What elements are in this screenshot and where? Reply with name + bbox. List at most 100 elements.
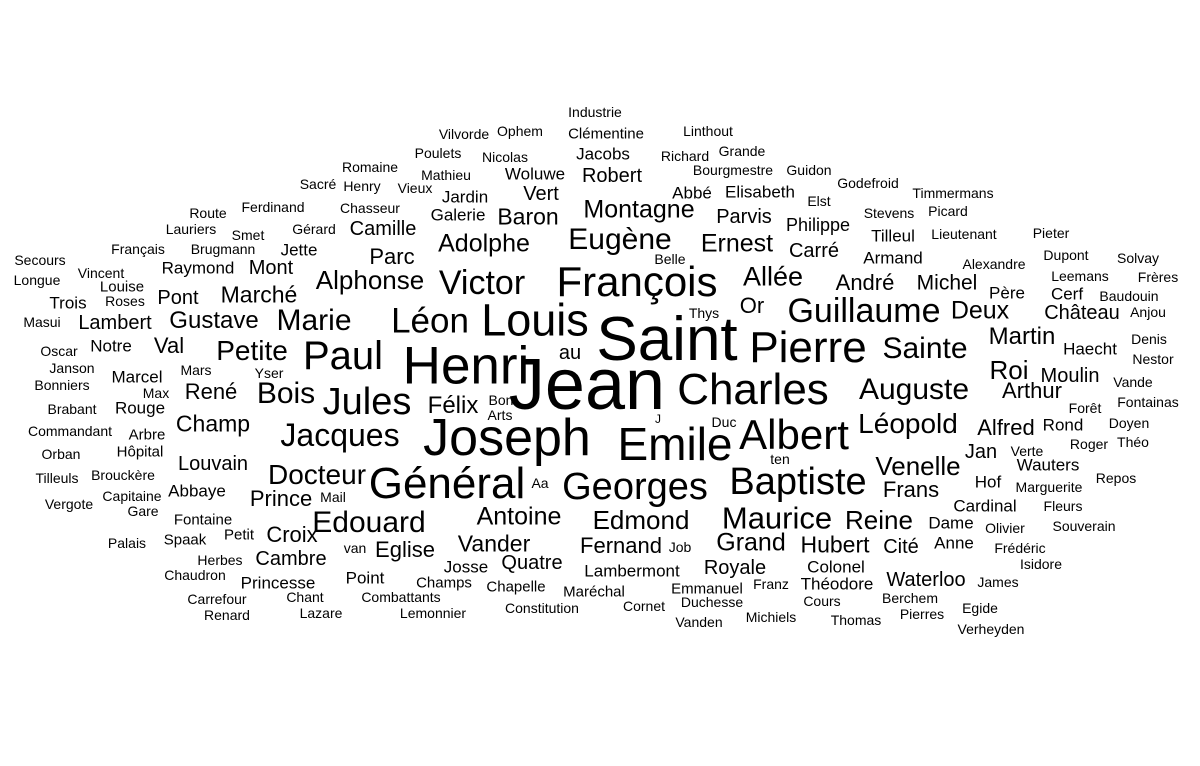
word-cloud-word: Victor [438,264,526,302]
word-cloud-word: Camille [349,218,417,240]
word-cloud-word: Pierre [749,323,867,372]
word-cloud-word: Timmermans [912,185,994,201]
word-cloud-word: Baudouin [1099,288,1159,304]
word-cloud-word: Nicolas [482,149,528,165]
word-cloud-word: Alexandre [962,256,1026,272]
word-cloud-word: Prince [249,486,313,511]
word-cloud-word: Jacobs [576,144,630,164]
word-cloud-word: Verheyden [957,621,1025,637]
word-cloud-word: Sacré [299,176,337,192]
word-cloud-word: Cerf [1050,284,1084,304]
word-cloud-word: Notre [90,336,132,356]
word-cloud-word: Parc [369,244,415,269]
word-cloud-word: Adolphe [438,229,530,258]
word-cloud-word: Frédéric [994,540,1046,556]
word-cloud-word: Général [368,459,526,508]
word-cloud-word: Français [111,241,165,257]
word-cloud-word: Mars [180,362,212,378]
word-cloud-word: Linthout [683,123,733,139]
word-cloud-word: t [655,392,659,403]
word-cloud-word: Anne [934,533,974,553]
word-cloud-word: Forêt [1068,400,1102,416]
word-cloud-word: Mail [320,489,346,505]
word-cloud-word: Grande [718,143,766,159]
word-cloud-word: Richard [660,148,710,164]
word-cloud-word: Denis [1131,331,1167,347]
word-cloud-word: Arts [487,407,513,423]
word-cloud-word: Quatre [501,552,563,574]
word-cloud-word: Leemans [1051,268,1109,284]
word-cloud-word: Trois [49,293,87,313]
word-cloud-word: Smet [231,227,265,243]
word-cloud-word: Alphonse [315,265,425,295]
word-cloud-word: Carré [788,240,840,262]
word-cloud-word: François [556,258,718,305]
word-cloud-word: Secours [14,252,66,268]
word-cloud-word: Marie [276,304,352,337]
word-cloud-word: Route [189,205,227,221]
word-cloud-word: Léon [391,301,469,341]
word-cloud-word: Job [668,539,692,555]
word-cloud-word: Charles [677,365,829,414]
word-cloud-word: Masui [23,314,61,330]
word-cloud-word: Dame [928,513,974,533]
word-cloud-word: Abbé [672,183,712,203]
word-cloud-word: Vande [1113,374,1153,390]
word-cloud-word: Doyen [1108,415,1150,431]
word-cloud-word: Père [989,283,1025,303]
word-cloud-word: Cité [883,536,919,558]
word-cloud-word: Croix [266,522,318,547]
word-cloud-word: Mont [248,257,294,279]
word-cloud-word: Lambert [78,312,152,334]
word-cloud-word: Léopold [858,408,958,439]
word-cloud-word: Baron [497,203,559,230]
word-cloud-word: Franz [753,576,789,592]
word-cloud-word: Georges [562,466,708,508]
word-cloud-word: Docteur [267,459,367,490]
word-cloud-word: Jan [964,441,998,463]
word-cloud-word: Henri [402,336,530,396]
word-cloud-word: Gérard [292,221,336,237]
word-cloud-word: Cardinal [953,496,1017,516]
word-cloud-word: Saint [596,305,738,374]
word-cloud-word: Raymond [161,258,235,278]
word-cloud-word: Vilvorde [438,126,490,142]
word-cloud-word: Waterloo [886,569,966,591]
word-cloud-word: Anjou [1130,304,1166,320]
word-cloud-word: Deux [950,296,1010,325]
word-cloud-word: James [977,574,1019,590]
word-cloud-word: Moulin [1040,365,1100,387]
word-cloud-word: Jardin [441,187,489,207]
word-cloud-word: Herbes [197,552,243,568]
word-cloud-word: Louvain [177,453,249,475]
word-cloud-word: Brabant [47,401,97,417]
word-cloud-word: Arthur [1002,378,1062,403]
word-cloud-word: Elisabeth [725,182,795,202]
word-cloud-word: Parvis [716,206,772,228]
word-cloud-word: Louise [99,278,145,296]
word-cloud-word: Reine [845,505,913,535]
word-cloud-word: Berchem [881,590,939,606]
word-cloud-word: Max [142,385,170,401]
word-cloud-word: Tilleuls [35,470,79,486]
word-cloud-word: Vanden [675,614,723,630]
word-cloud-word: Sainte [882,332,968,365]
word-cloud-word: Frères [1137,269,1179,285]
word-cloud-word: Emmanuel [671,580,743,598]
word-cloud-word: Hubert [800,531,870,558]
word-cloud-word: Bois [256,377,316,410]
word-cloud-word: Pieter [1032,225,1070,241]
word-cloud-word: Félix [427,392,479,419]
word-cloud-word: Rond [1042,415,1084,435]
word-cloud-word: Poulets [414,145,462,161]
word-cloud-word: Chaudron [164,567,226,583]
word-cloud-word: Point [345,568,385,588]
word-cloud-word: Jules [322,381,412,423]
word-cloud-word: Repos [1095,470,1137,486]
word-cloud-word: au [558,342,582,364]
word-cloud-word: Lieutenant [931,226,997,242]
word-cloud-word: Hof [974,472,1002,492]
word-cloud-word: Nestor [1132,351,1174,367]
word-cloud-word: Maurice [721,500,833,536]
